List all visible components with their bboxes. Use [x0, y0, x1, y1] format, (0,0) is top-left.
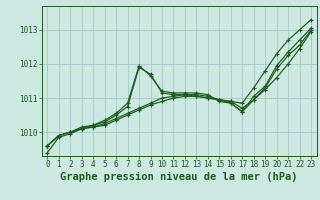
X-axis label: Graphe pression niveau de la mer (hPa): Graphe pression niveau de la mer (hPa)	[60, 172, 298, 182]
